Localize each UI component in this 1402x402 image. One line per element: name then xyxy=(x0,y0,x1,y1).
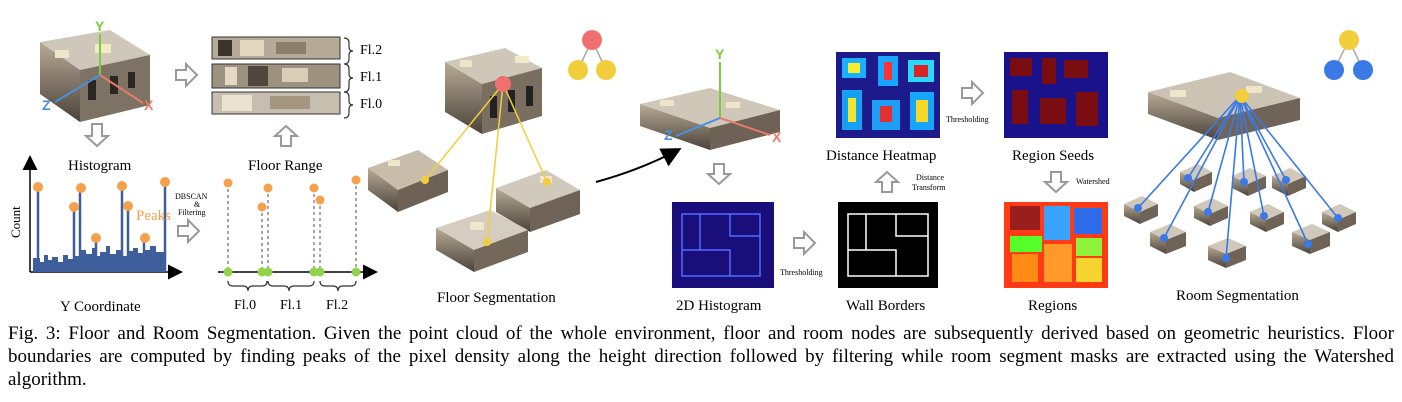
peak-point xyxy=(257,202,267,212)
axis-y-label-2: Y xyxy=(715,46,725,62)
arrow-right-1 xyxy=(175,61,199,89)
arrow-down-1 xyxy=(83,123,111,148)
room-node-edges xyxy=(1137,95,1339,259)
filtered-peaks xyxy=(218,175,378,292)
arrow-right-2 xyxy=(177,217,201,245)
peak-point xyxy=(69,202,79,212)
floor-node-main xyxy=(1235,89,1249,103)
dbscan-label-3: Filtering xyxy=(178,208,206,217)
peak-point xyxy=(160,177,170,187)
fl1-bottom-label: Fl.1 xyxy=(280,298,302,313)
peaks-label: Peaks xyxy=(136,208,171,224)
room-models xyxy=(1124,164,1356,268)
distance-transform-label-2: Transform xyxy=(912,183,946,192)
arrow-down-3 xyxy=(1042,171,1070,194)
fl2-bottom-label: Fl.2 xyxy=(326,298,348,313)
thresholding-label-2: Thresholding xyxy=(946,115,989,124)
hierarchy-icon-floor-rooms xyxy=(1324,30,1373,80)
arrow-down-2 xyxy=(705,163,733,186)
region-seeds-label: Region Seeds xyxy=(1012,148,1094,164)
floor-braces xyxy=(343,37,354,119)
arrow-up-1 xyxy=(272,124,300,147)
regions-label: Regions xyxy=(1028,298,1077,314)
dbscan-label-2: & xyxy=(194,200,201,209)
floor-range-fl2: Fl.2 xyxy=(360,43,382,58)
histogram-label: Histogram xyxy=(68,158,132,174)
floor-model-left xyxy=(368,150,448,212)
wall-borders-label: Wall Borders xyxy=(846,298,925,314)
floor-model-bottom xyxy=(436,210,528,272)
axis-z-label-1: Z xyxy=(42,97,51,113)
peak-point xyxy=(76,183,86,193)
floor-range-label: Floor Range xyxy=(248,158,323,174)
arrow-right-3 xyxy=(793,229,817,257)
thresholding-label-1: Thresholding xyxy=(780,268,823,277)
peak-point xyxy=(91,233,101,243)
peak-point xyxy=(123,201,133,211)
axes-2: Y X Z xyxy=(664,46,782,145)
house-model-1 xyxy=(40,30,150,122)
figure-caption: Fig. 3: Floor and Room Segmentation. Giv… xyxy=(8,323,1394,390)
floor-range-fl1: Fl.1 xyxy=(360,70,382,85)
floor-node-edges xyxy=(424,83,548,243)
y-coordinate-label: Y Coordinate xyxy=(60,299,141,315)
arrow-up-2 xyxy=(873,170,901,193)
peak-point xyxy=(263,183,273,193)
regions-image xyxy=(1004,202,1108,288)
room-segmentation-label: Room Segmentation xyxy=(1176,288,1299,304)
axes-1: Y X Z xyxy=(42,18,154,113)
axis-y-label-1: Y xyxy=(95,18,105,34)
histogram-2d-image xyxy=(672,202,774,288)
room-nodes xyxy=(1134,174,1342,262)
peak-point xyxy=(223,178,233,188)
floor-node xyxy=(483,238,491,246)
peak-point xyxy=(351,175,361,185)
region-seeds-image xyxy=(1004,52,1108,138)
dbscan-label-1: DBSCAN xyxy=(175,192,208,201)
floor-node xyxy=(543,178,551,186)
arrow-right-4 xyxy=(961,79,985,107)
floor-node xyxy=(421,176,429,184)
distance-heatmap-image xyxy=(836,52,940,138)
curved-arrow xyxy=(595,148,682,183)
peak-point xyxy=(315,195,325,205)
hierarchy-icon-building-floors xyxy=(568,30,616,80)
histogram-2d-label: 2D Histogram xyxy=(676,298,762,314)
axis-x-label-2: X xyxy=(772,129,782,145)
axis-x-label-1: X xyxy=(144,97,154,113)
distance-heatmap-label: Distance Heatmap xyxy=(826,148,936,164)
axis-z-label-2: Z xyxy=(664,127,673,143)
floor-range-fl0: Fl.0 xyxy=(360,97,382,112)
peak-point xyxy=(33,182,43,192)
peak-point xyxy=(117,181,127,191)
peak-point xyxy=(140,233,150,243)
histogram-chart: Count Peaks xyxy=(8,155,183,280)
wall-borders-image xyxy=(838,202,938,288)
figure: Y X Z Histogram Floor Range Fl.2 Fl.1 Fl… xyxy=(8,18,1373,315)
building-stack xyxy=(445,48,542,134)
room-building-model xyxy=(1148,72,1300,140)
fl0-bottom-label: Fl.0 xyxy=(234,298,256,313)
distance-transform-label-1: Distance xyxy=(916,173,944,182)
count-axis-label: Count xyxy=(8,206,23,238)
single-floor-model xyxy=(640,88,780,150)
watershed-label: Watershed xyxy=(1076,177,1110,186)
floor-slabs xyxy=(211,36,341,115)
floor-segmentation-label: Floor Segmentation xyxy=(437,290,556,306)
building-node xyxy=(495,76,511,92)
peak-point xyxy=(309,183,319,193)
